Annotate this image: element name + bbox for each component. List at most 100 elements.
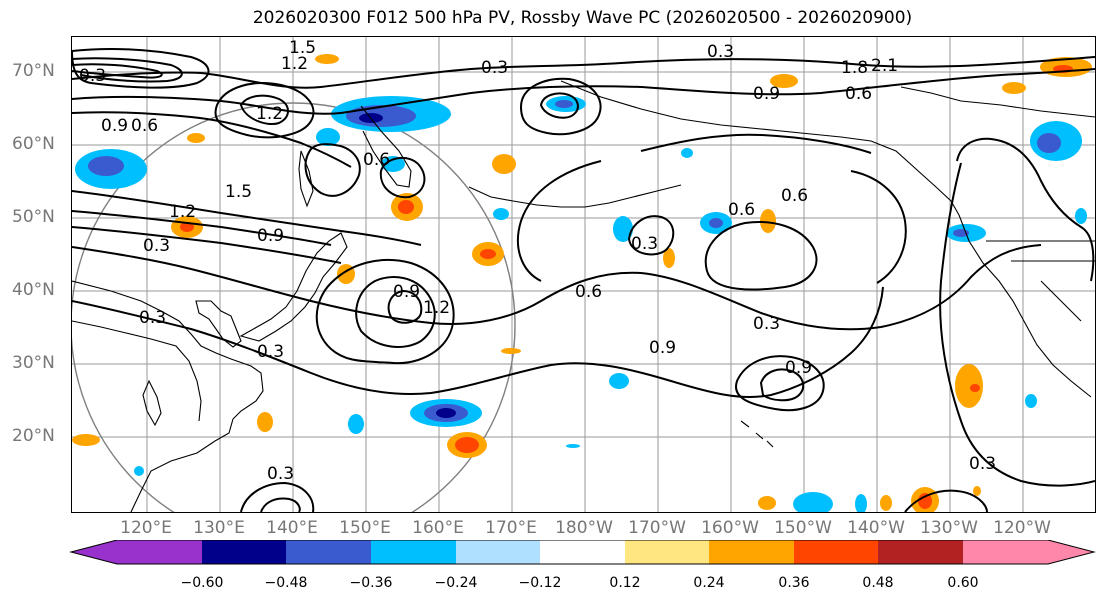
neg-anomaly-blob	[555, 100, 573, 108]
pos-anomaly-blob	[480, 249, 496, 259]
lon-label-160e: 160°E	[412, 518, 464, 538]
lon-label-150e: 150°E	[339, 518, 391, 538]
pos-anomaly-blob	[955, 364, 983, 408]
contour-label: 1.2	[256, 104, 283, 124]
contour-label: 1.8	[841, 58, 868, 78]
colorbar-tick-label: −0.60	[180, 575, 224, 591]
lat-label-30n: 30°N	[12, 353, 55, 373]
colorbar-segment	[963, 540, 1094, 564]
map-title: 2026020300 F012 500 hPa PV, Rossby Wave …	[252, 8, 913, 28]
lon-label-140w: 140°W	[847, 518, 905, 538]
pos-anomaly-blob	[72, 434, 100, 446]
contour-label: 0.6	[845, 84, 872, 104]
lon-label-130w: 130°W	[920, 518, 978, 538]
contour-label: 0.9	[257, 226, 284, 246]
neg-anomaly-blob	[566, 444, 580, 448]
neg-anomaly-blob	[793, 492, 833, 512]
pv-contours	[72, 48, 1095, 512]
colorbar	[69, 540, 1096, 565]
colorbar-segment	[540, 540, 625, 564]
contour-label: 0.3	[753, 314, 780, 334]
na-border-lines	[986, 240, 1095, 322]
contour-label: 1.2	[423, 298, 450, 318]
neg-anomaly-blob	[855, 494, 867, 512]
coastlines	[72, 80, 1095, 512]
lat-label-50n: 50°N	[12, 207, 55, 227]
pos-anomaly-blob	[180, 222, 194, 232]
map-canvas: 0.3 1.2 1.5 0.9 0.6 1.8 2.1 0.3 0.6 0.9 …	[72, 37, 1095, 512]
neg-anomaly-blob	[88, 156, 124, 176]
pos-anomaly-blob	[970, 384, 980, 392]
neg-anomaly-blob	[609, 373, 629, 389]
lon-label-180w: 180°W	[555, 518, 613, 538]
map-panel: 0.3 1.2 1.5 0.9 0.6 1.8 2.1 0.3 0.6 0.9 …	[71, 36, 1096, 513]
neg-anomaly-blob	[436, 408, 456, 418]
pos-anomaly-blob	[663, 248, 675, 268]
colorbar-outline	[69, 540, 1096, 565]
neg-anomaly-blob	[681, 148, 693, 158]
pos-anomaly-blob	[398, 200, 414, 214]
pos-anomaly-blob	[501, 348, 521, 354]
colorbar-tick-label: 0.48	[862, 575, 894, 591]
neg-anomaly-blob	[348, 414, 364, 434]
colorbar-tick-label: 0.36	[778, 575, 810, 591]
region-circle	[72, 102, 516, 512]
lon-label-170w: 170°W	[628, 518, 686, 538]
hawaii-islands	[740, 420, 774, 448]
pos-anomaly-blob	[315, 54, 339, 64]
lat-label-70n: 70°N	[12, 61, 55, 81]
lon-label-140e: 140°E	[266, 518, 318, 538]
contour-label: 0.3	[143, 236, 170, 256]
pos-anomaly-blob	[918, 493, 932, 509]
alaska-coast	[560, 80, 960, 216]
colorbar-segment	[878, 540, 963, 564]
pos-anomaly-blob	[760, 209, 776, 233]
colorbar-tick-label: −0.48	[264, 575, 308, 591]
pos-anomaly-blob	[880, 495, 892, 511]
pos-anomaly-blob	[187, 133, 205, 143]
lon-label-150w: 150°W	[774, 518, 832, 538]
colorbar-segment	[371, 540, 456, 564]
philippines-coast	[142, 379, 162, 427]
pos-anomaly-blob	[1002, 82, 1026, 94]
kamchatka-coast	[360, 105, 412, 188]
neg-anomaly-blob	[613, 216, 633, 242]
lat-label-40n: 40°N	[12, 280, 55, 300]
contour-label: 0.3	[267, 464, 294, 484]
arctic-coast-na	[900, 86, 1095, 118]
pos-anomaly-blob	[973, 486, 981, 496]
contour-label: 0.6	[363, 150, 390, 170]
pos-anomaly-blob	[770, 74, 798, 88]
sakhalin-coast	[298, 150, 314, 208]
contour-label: 0.9	[393, 282, 420, 302]
pos-anomaly-blob	[492, 154, 516, 174]
contour-label: 1.5	[225, 182, 252, 202]
na-west-coast	[958, 214, 1092, 398]
contour-label: 0.3	[139, 308, 166, 328]
japan-coast	[239, 232, 348, 342]
contour-label: 0.3	[79, 66, 106, 86]
aleutian-chain	[468, 184, 682, 208]
colorbar-segment	[286, 540, 371, 564]
neg-anomaly-blob	[709, 218, 723, 228]
contour-label: 0.3	[481, 58, 508, 78]
contour-labels: 0.3 1.2 1.5 0.9 0.6 1.8 2.1 0.3 0.6 0.9 …	[79, 38, 996, 484]
asia-coast	[72, 280, 264, 512]
contour-label: 1.2	[281, 54, 308, 74]
contour-label: 0.9	[101, 116, 128, 136]
colorbar-tick-label: −0.24	[434, 575, 478, 591]
lon-label-160w: 160°W	[701, 518, 759, 538]
china-coast-south	[72, 320, 202, 422]
contour-label: 2.1	[871, 56, 898, 76]
korea-coast	[195, 300, 242, 348]
colorbar-segment	[794, 540, 878, 564]
neg-anomaly-blob	[493, 208, 509, 220]
lon-label-120w: 120°W	[993, 518, 1051, 538]
neg-anomaly-blob	[1037, 133, 1061, 153]
lon-label-170e: 170°E	[485, 518, 537, 538]
colorbar-tick-label: 0.24	[693, 575, 725, 591]
contour-label: 0.6	[575, 282, 602, 302]
contour-label: 0.9	[649, 338, 676, 358]
neg-anomaly-blob	[1075, 208, 1087, 224]
contour-label: 0.6	[131, 116, 158, 136]
